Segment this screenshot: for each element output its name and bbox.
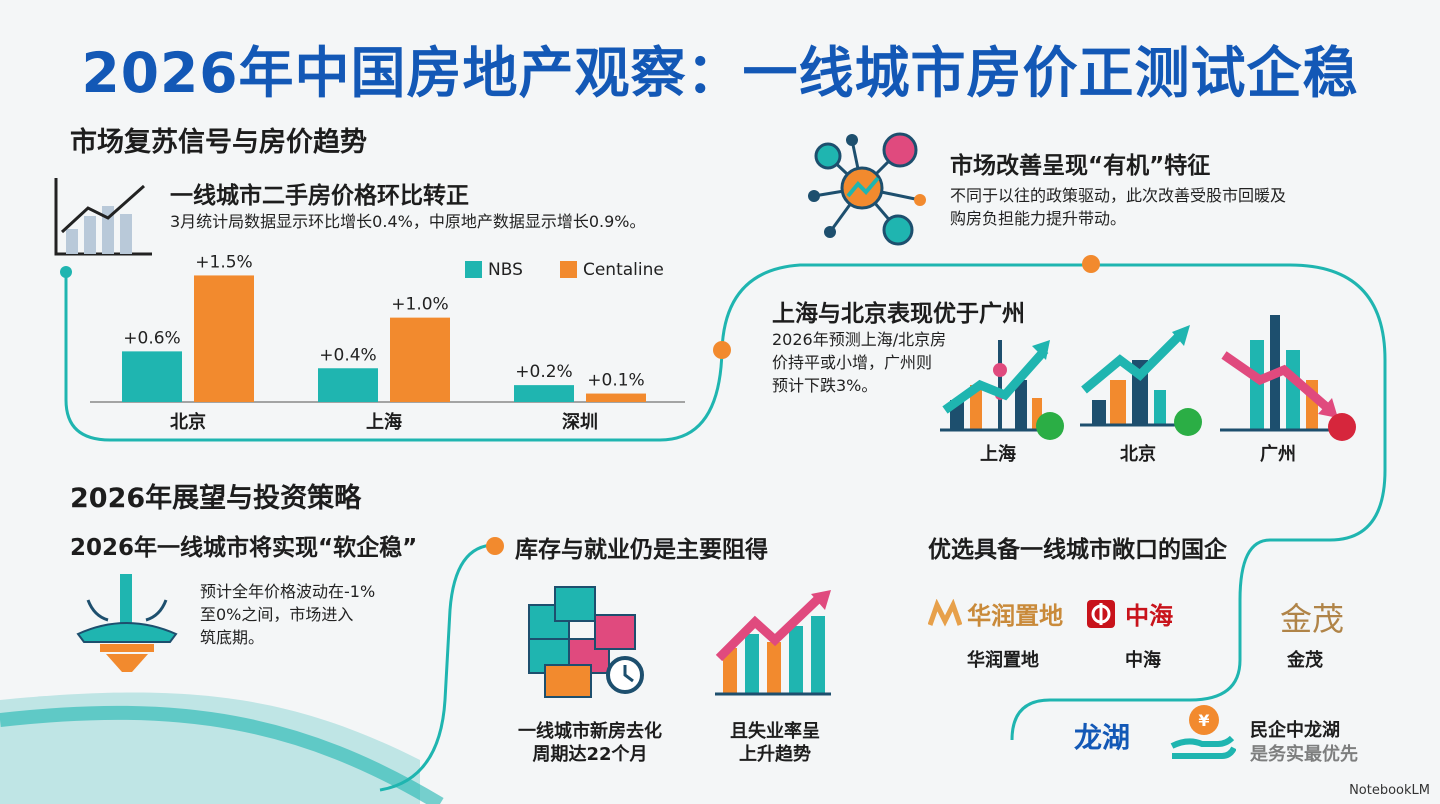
bar-chart: +0.6% +1.5% 北京 +0.4% +1.0% 上海 +0.2% +0.1% 深圳	[90, 252, 685, 433]
soft-landing-heading: 2026年一线城市将实现“软企稳”	[70, 535, 418, 561]
cr-land-logo: 华润置地	[927, 596, 1064, 630]
data-label-centaline-2: +0.1%	[587, 371, 644, 391]
organic-heading: 市场改善呈现“有机”特征	[950, 153, 1211, 179]
company-label-cr-land: 华润置地	[967, 650, 1039, 671]
soft-desc-line1: 预计全年价格波动在-1%	[200, 582, 376, 601]
cr-land-logo-mark	[927, 598, 963, 627]
unemployment-label-line1: 且失业率呈	[730, 721, 820, 742]
company-label-jinmao: 金茂	[1287, 650, 1323, 671]
cities-desc-line1: 2026年预测上海/北京房	[772, 330, 947, 349]
bar-nbs-0	[122, 351, 182, 402]
cities-desc-line2: 价持平或小增，广州则	[772, 353, 933, 372]
section-heading-recovery: 市场复苏信号与房价趋势	[70, 127, 367, 158]
cr-land-logo-text: 华润置地	[967, 602, 1064, 630]
bar-centaline-0	[194, 275, 254, 402]
yen-hand-icon: ¥	[1170, 705, 1236, 759]
bar-centaline-1	[390, 317, 450, 402]
cities-desc-line3: 预计下跌3%。	[772, 376, 878, 395]
unemployment-label-line2: 上升趋势	[739, 744, 811, 765]
outlook-heading: 2026年展望与投资策略	[70, 483, 362, 514]
longfor-desc-line2: 是务实最优先	[1250, 744, 1358, 765]
obstacles-heading: 库存与就业仍是主要阻得	[515, 537, 768, 563]
inventory-boxes-icon	[528, 586, 644, 698]
rising-chart-icon	[54, 178, 152, 256]
city-label-beijing: 北京	[1120, 444, 1156, 465]
section1-description: 3月统计局数据显示环比增长0.4%，中原地产数据显示增长0.9%。	[170, 212, 646, 231]
soft-desc-line2: 至0%之间，市场进入	[200, 605, 354, 624]
data-label-nbs-1: +0.4%	[319, 345, 376, 365]
data-label-centaline-0: +1.5%	[195, 252, 252, 272]
chart-legend: NBS Centaline	[465, 259, 664, 280]
organic-desc-line2: 购房负担能力提升带动。	[950, 209, 1127, 228]
yen-symbol: ¥	[1198, 711, 1209, 730]
company-label-coli: 中海	[1125, 650, 1161, 671]
soft-landing-icon	[76, 574, 178, 672]
unemployment-chart-icon	[715, 590, 831, 696]
coli-logo-text: 中海	[1125, 602, 1174, 630]
bar-nbs-2	[514, 385, 574, 402]
longfor-logo: 龙湖	[1074, 721, 1131, 754]
data-label-centaline-1: +1.0%	[391, 295, 448, 315]
data-label-nbs-2: +0.2%	[515, 362, 572, 382]
category-label-2: 深圳	[562, 411, 598, 433]
cities-heading: 上海与北京表现优于广州	[772, 301, 1025, 327]
coli-logo-mark	[1087, 599, 1115, 628]
network-icon	[808, 132, 926, 246]
legend-label-centaline: Centaline	[582, 259, 664, 280]
data-label-nbs-0: +0.6%	[123, 328, 180, 348]
inventory-label-line1: 一线城市新房去化	[518, 721, 662, 742]
page-title: 2026年中国房地产观察：一线城市房价正测试企稳	[81, 41, 1359, 105]
jinmao-logo: 金茂	[1280, 600, 1345, 638]
beijing-skyline-icon	[1080, 325, 1202, 436]
sub-heading-second-hand: 一线城市二手房价格环比转正	[170, 183, 469, 209]
soft-desc-line3: 筑底期。	[200, 628, 265, 647]
guangzhou-skyline-icon	[1220, 315, 1356, 441]
category-label-0: 北京	[170, 411, 206, 433]
organic-desc-line1: 不同于以往的政策驱动，此次改善受股市回暖及	[950, 186, 1287, 205]
watermark: NotebookLM	[1349, 783, 1430, 798]
legend-swatch-centaline	[559, 261, 577, 278]
longfor-desc-line1: 民企中龙湖	[1250, 720, 1340, 741]
shanghai-skyline-icon	[940, 340, 1064, 440]
picks-heading: 优选具备一线城市敞口的国企	[928, 537, 1227, 563]
city-label-guangzhou: 广州	[1260, 444, 1296, 465]
inventory-label-line2: 周期达22个月	[532, 744, 648, 765]
legend-label-nbs: NBS	[488, 259, 523, 280]
city-label-shanghai: 上海	[980, 444, 1016, 465]
coli-logo: 中海	[1086, 596, 1173, 630]
legend-swatch-nbs	[465, 261, 482, 278]
bar-nbs-1	[318, 368, 378, 402]
bar-centaline-2	[586, 393, 646, 402]
category-label-1: 上海	[366, 411, 402, 433]
